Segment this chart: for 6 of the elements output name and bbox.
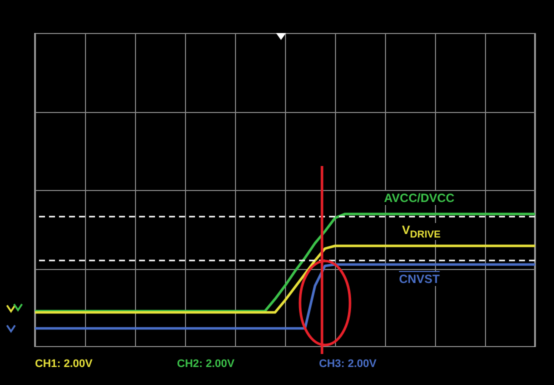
text: CH1: 2.00V: [33, 358, 94, 370]
text: CH3: 2.00V: [317, 358, 378, 370]
series-label: AVCC/DVCC: [382, 190, 456, 205]
text: CH2: 2.00V: [175, 358, 236, 370]
series-label: CNVST: [397, 272, 442, 286]
series-label: V$_{DRIVE}$: [400, 222, 443, 240]
